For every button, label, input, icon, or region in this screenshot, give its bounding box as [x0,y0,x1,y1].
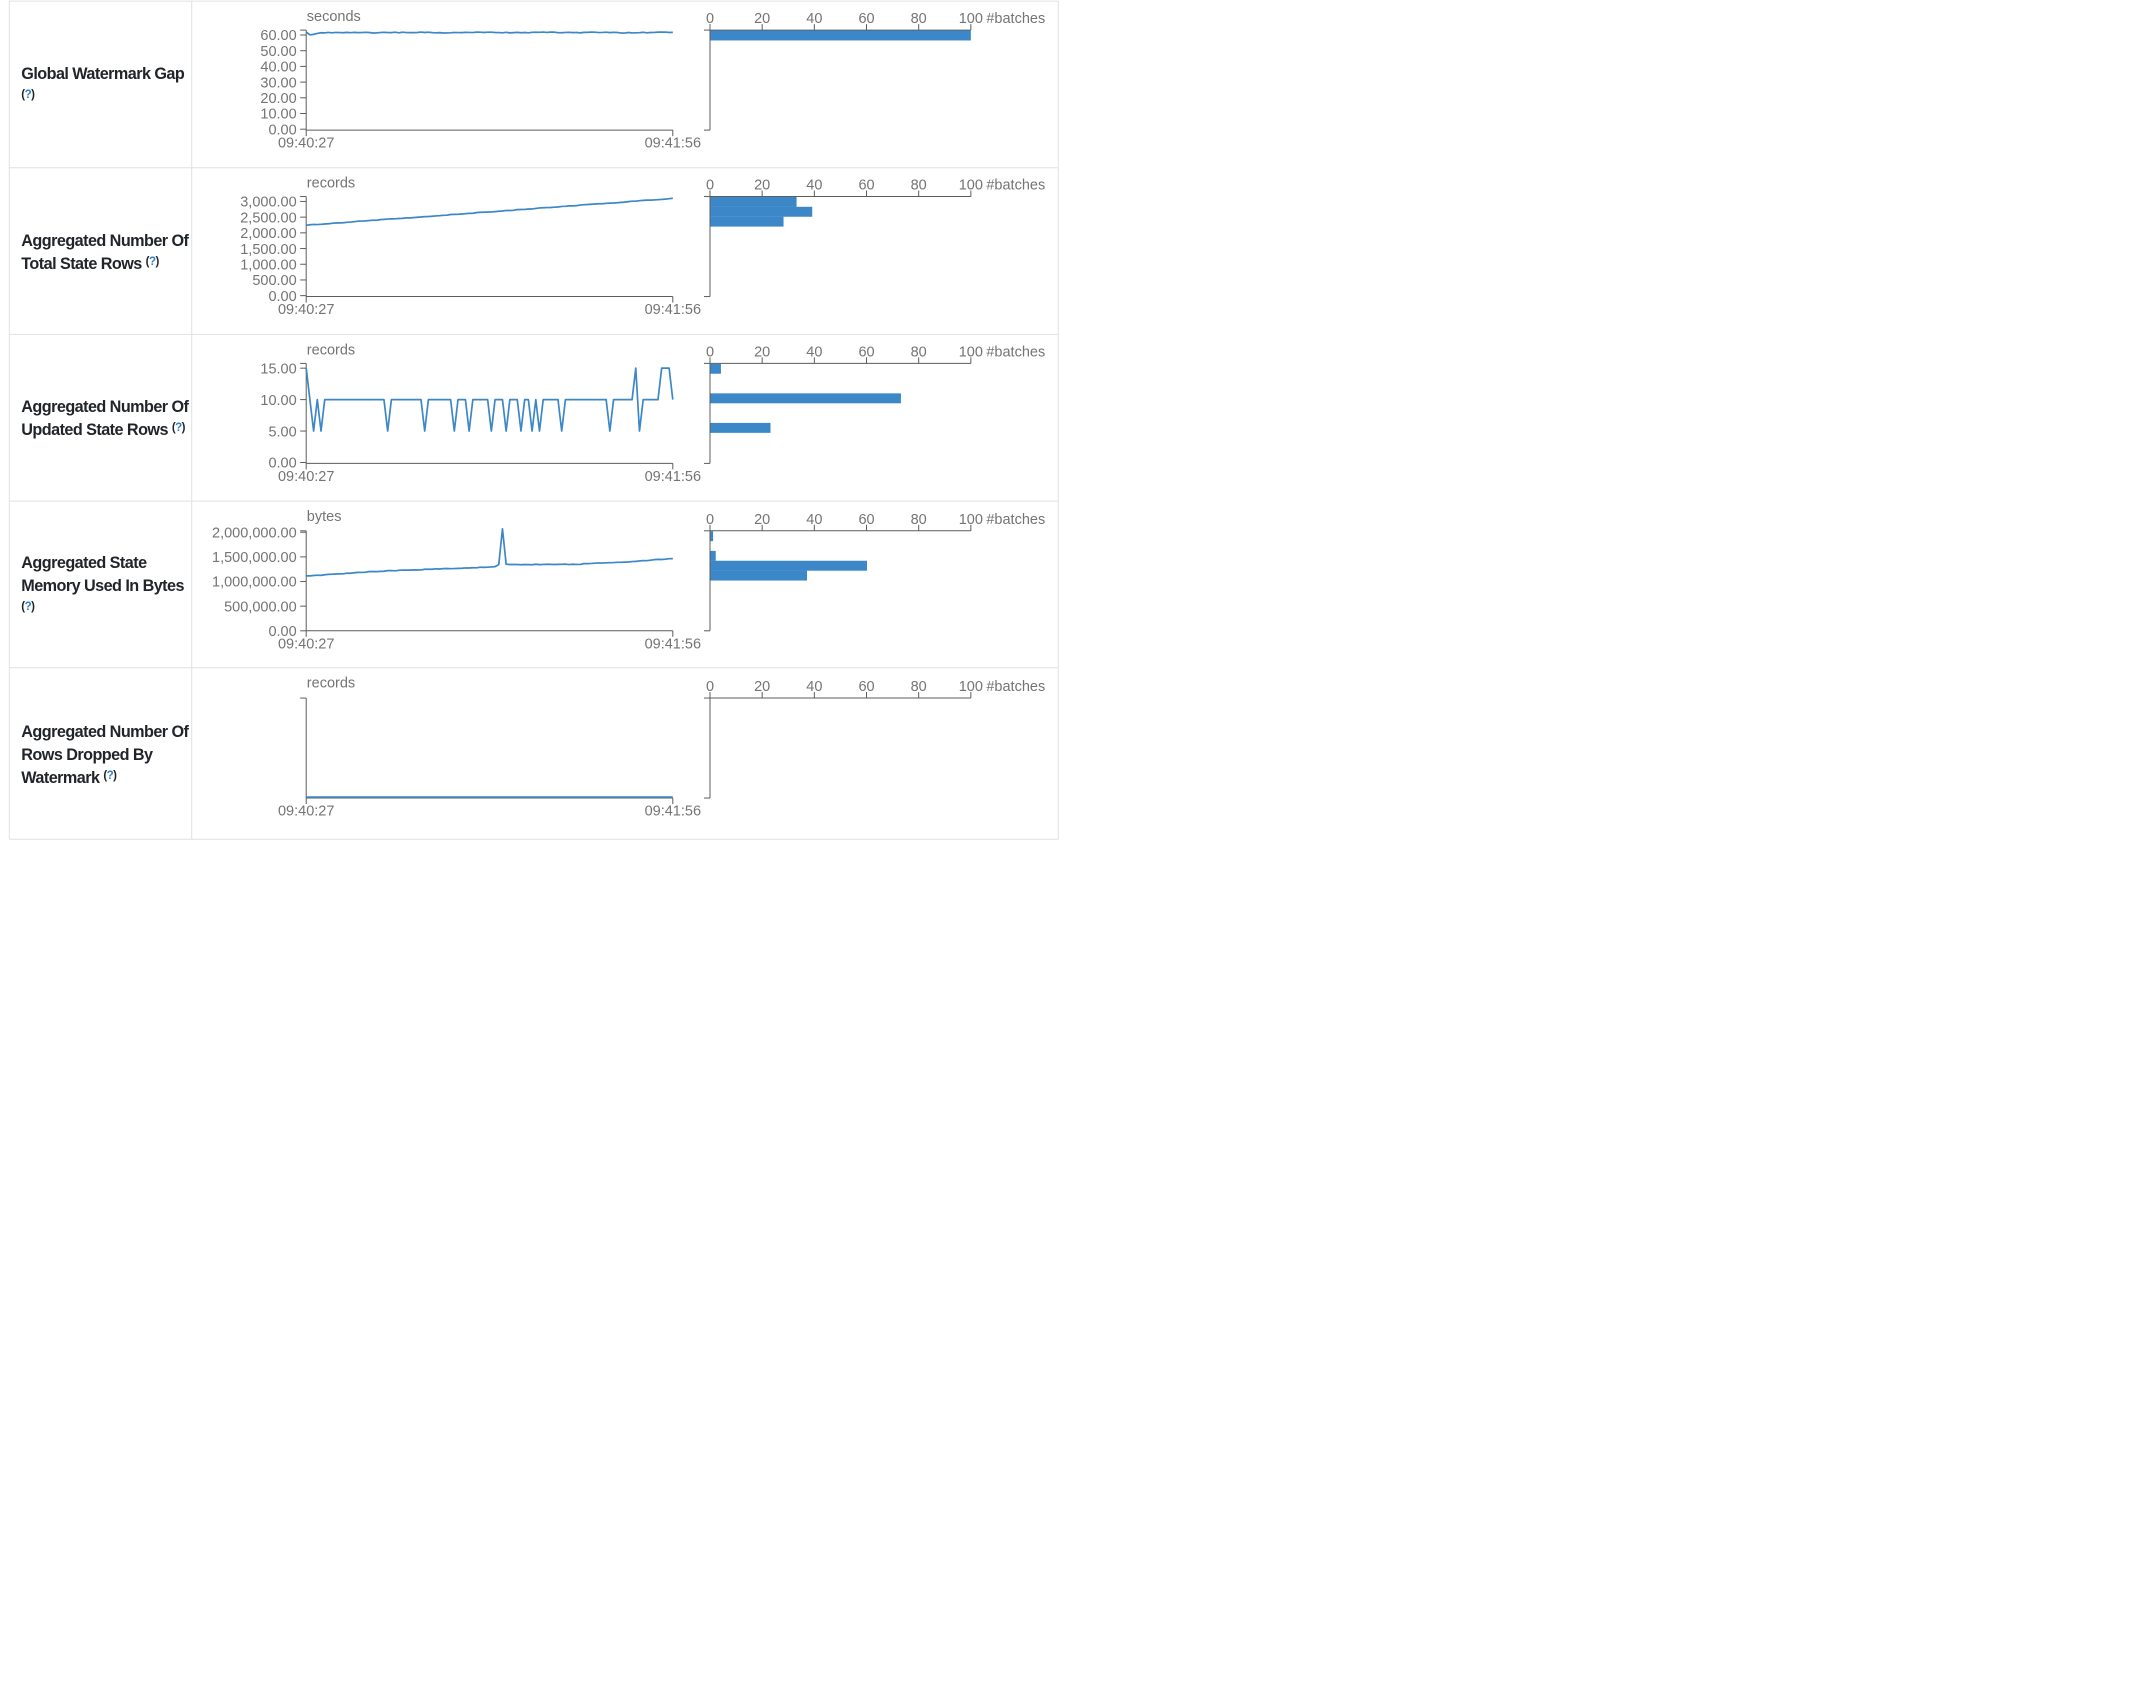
svg-text:records: records [307,342,355,358]
svg-text:60: 60 [858,344,874,360]
svg-text:1,500.00: 1,500.00 [240,242,296,258]
svg-text:100: 100 [959,512,983,528]
svg-text:#batches: #batches [986,679,1045,695]
svg-text:60: 60 [858,679,874,695]
svg-text:20.00: 20.00 [260,91,296,107]
svg-text:#batches: #batches [986,512,1045,528]
svg-text:0.00: 0.00 [268,624,296,640]
svg-text:20: 20 [754,512,770,528]
svg-text:100: 100 [959,679,983,695]
svg-text:500.00: 500.00 [252,273,296,289]
svg-text:09:40:27: 09:40:27 [278,136,334,152]
svg-text:5.00: 5.00 [268,424,296,440]
svg-text:09:40:27: 09:40:27 [278,636,334,652]
svg-text:80: 80 [911,679,927,695]
svg-text:40: 40 [806,11,822,27]
svg-text:500,000.00: 500,000.00 [224,599,297,615]
svg-text:09:41:56: 09:41:56 [645,136,701,152]
svg-text:60.00: 60.00 [260,28,296,44]
svg-text:1,500,000.00: 1,500,000.00 [212,550,297,566]
svg-text:#batches: #batches [986,344,1045,360]
svg-text:60: 60 [858,11,874,27]
svg-text:100: 100 [959,178,983,194]
svg-text:30.00: 30.00 [260,75,296,91]
svg-text:0: 0 [706,512,714,528]
svg-text:60: 60 [858,512,874,528]
svg-text:0: 0 [706,679,714,695]
svg-text:40: 40 [806,679,822,695]
svg-text:20: 20 [754,178,770,194]
svg-text:09:40:27: 09:40:27 [278,469,334,485]
svg-text:100: 100 [959,11,983,27]
svg-text:0: 0 [706,11,714,27]
svg-text:80: 80 [911,11,927,27]
svg-text:seconds: seconds [307,9,361,25]
svg-text:1,000,000.00: 1,000,000.00 [212,575,297,591]
svg-text:40: 40 [806,512,822,528]
svg-text:0.00: 0.00 [268,289,296,305]
svg-text:3,000.00: 3,000.00 [240,195,296,211]
svg-text:15.00: 15.00 [260,361,296,377]
svg-text:2,500.00: 2,500.00 [240,210,296,226]
svg-text:10.00: 10.00 [260,107,296,123]
svg-text:20: 20 [754,11,770,27]
svg-text:records: records [307,676,355,692]
svg-text:#batches: #batches [986,11,1045,27]
svg-text:2,000.00: 2,000.00 [240,226,296,242]
svg-text:0.00: 0.00 [268,456,296,472]
svg-text:09:41:56: 09:41:56 [645,302,701,318]
svg-text:10.00: 10.00 [260,393,296,409]
svg-text:0: 0 [706,344,714,360]
svg-text:0: 0 [706,178,714,194]
svg-text:1,000.00: 1,000.00 [240,257,296,273]
svg-text:50.00: 50.00 [260,44,296,60]
svg-text:60: 60 [858,178,874,194]
svg-text:40.00: 40.00 [260,60,296,76]
svg-text:0.00: 0.00 [268,122,296,138]
svg-text:09:41:56: 09:41:56 [645,469,701,485]
svg-text:80: 80 [911,178,927,194]
svg-text:100: 100 [959,344,983,360]
svg-text:80: 80 [911,344,927,360]
svg-text:40: 40 [806,344,822,360]
svg-text:20: 20 [754,679,770,695]
svg-text:09:41:56: 09:41:56 [645,636,701,652]
svg-text:#batches: #batches [986,178,1045,194]
svg-text:09:40:27: 09:40:27 [278,804,334,820]
svg-text:09:40:27: 09:40:27 [278,302,334,318]
svg-text:records: records [307,176,355,192]
svg-text:20: 20 [754,344,770,360]
svg-text:80: 80 [911,512,927,528]
svg-text:bytes: bytes [307,509,342,525]
svg-text:40: 40 [806,178,822,194]
svg-text:09:41:56: 09:41:56 [645,804,701,820]
svg-text:2,000,000.00: 2,000,000.00 [212,525,297,541]
